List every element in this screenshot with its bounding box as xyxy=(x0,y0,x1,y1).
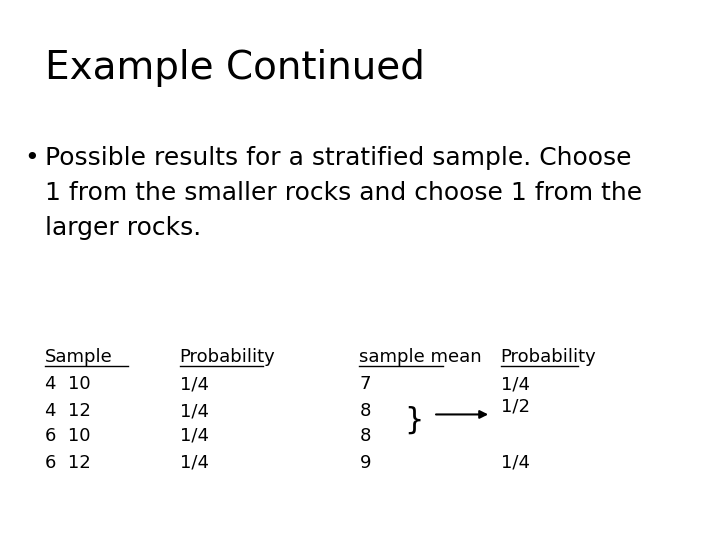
Text: 1/4: 1/4 xyxy=(180,402,209,420)
Text: larger rocks.: larger rocks. xyxy=(45,216,201,240)
Text: 8: 8 xyxy=(359,402,371,420)
Text: •: • xyxy=(24,146,38,170)
Text: 1/4: 1/4 xyxy=(180,427,209,444)
Text: 1/4: 1/4 xyxy=(500,454,530,471)
Text: Sample: Sample xyxy=(45,348,112,366)
Text: 1/4: 1/4 xyxy=(180,375,209,393)
Text: Possible results for a stratified sample. Choose: Possible results for a stratified sample… xyxy=(45,146,631,170)
Text: 6  10: 6 10 xyxy=(45,427,91,444)
Text: 8: 8 xyxy=(359,427,371,444)
Text: sample mean: sample mean xyxy=(359,348,482,366)
Text: Example Continued: Example Continued xyxy=(45,49,425,86)
Text: Probability: Probability xyxy=(180,348,276,366)
Text: 4  10: 4 10 xyxy=(45,375,91,393)
Text: 7: 7 xyxy=(359,375,371,393)
Text: 6  12: 6 12 xyxy=(45,454,91,471)
Text: 9: 9 xyxy=(359,454,371,471)
Text: }: } xyxy=(405,406,423,434)
Text: Probability: Probability xyxy=(500,348,596,366)
Text: 1/4: 1/4 xyxy=(500,375,530,393)
Text: 1/4: 1/4 xyxy=(180,454,209,471)
Text: 1/2: 1/2 xyxy=(500,397,530,415)
Text: 4  12: 4 12 xyxy=(45,402,91,420)
Text: 1 from the smaller rocks and choose 1 from the: 1 from the smaller rocks and choose 1 fr… xyxy=(45,181,642,205)
